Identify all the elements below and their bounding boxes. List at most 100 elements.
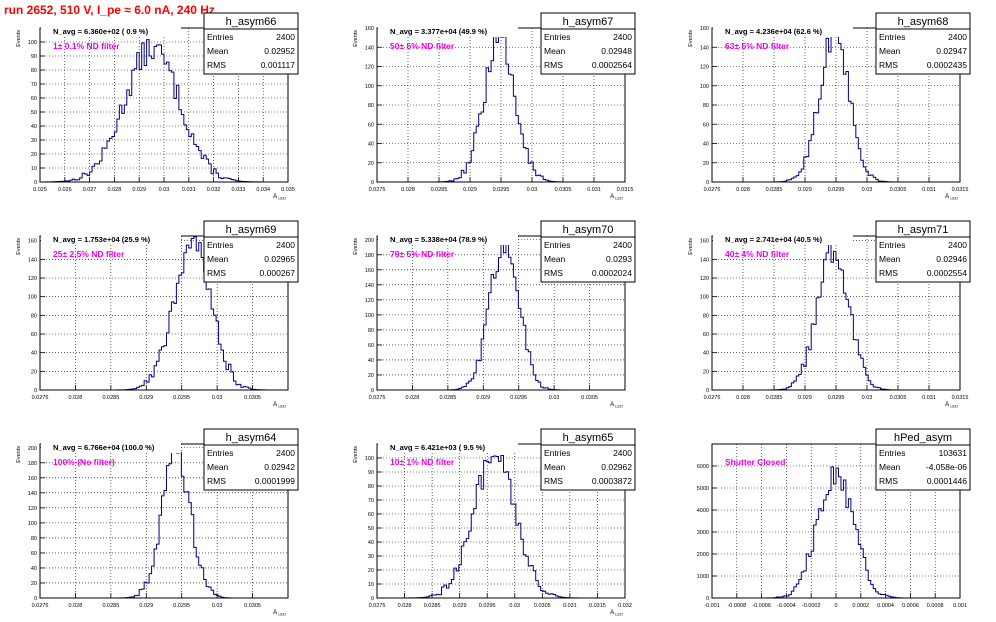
x-tick-label: 0.03 [862, 395, 873, 401]
y-tick-label: 40 [368, 540, 374, 546]
y-axis-label: Events [16, 238, 22, 255]
stats-box [540, 12, 636, 75]
panel-h-asym67: 0.0275 0.028 0.0285 0.029 0.0295 0.03 0.0305 0.… [353, 12, 636, 201]
stats-key: Entries [207, 32, 233, 42]
x-tick-label: 0.029 [139, 603, 153, 609]
y-tick-label: 30 [368, 554, 374, 560]
y-tick-label: 0 [34, 596, 37, 602]
y-tick-label: 0 [34, 180, 37, 186]
stats-value: 0.0002435 [927, 60, 967, 70]
x-tick-label: 0.0285 [102, 395, 119, 401]
y-tick-label: 0 [34, 388, 37, 394]
x-tick-label: 0 [834, 603, 837, 609]
x-tick-label: 0.0275 [369, 603, 386, 609]
y-tick-label: 70 [368, 498, 374, 504]
stats-key: Mean [879, 462, 901, 472]
y-tick-label: 140 [365, 283, 374, 289]
y-tick-label: 2000 [697, 552, 709, 558]
y-tick-label: 20 [31, 369, 37, 375]
x-tick-label: 0.03 [212, 603, 223, 609]
y-tick-label: 0 [706, 596, 709, 602]
y-tick-label: 120 [365, 65, 374, 71]
x-tick-label: 0.0285 [102, 603, 119, 609]
panel-h-asym70: 0.0275 0.028 0.0285 0.029 0.0295 0.03 0.0305 0 2… [353, 220, 636, 409]
x-tick-label: 0.0275 [704, 395, 721, 401]
y-tick-label: 40 [703, 142, 709, 148]
stats-value: 2400 [613, 240, 632, 250]
y-tick-label: 4000 [697, 508, 709, 514]
x-tick-label: -0.0002 [802, 603, 821, 609]
y-tick-label: 40 [703, 351, 709, 357]
y-tick-label: 20 [31, 581, 37, 587]
x-axis-label: A LED [273, 610, 286, 617]
stats-key: RMS [207, 476, 226, 486]
stats-value: -4.058e-06 [926, 462, 967, 472]
stats-value: 0.0003872 [592, 476, 632, 486]
x-tick-label: 0.0305 [890, 395, 907, 401]
y-tick-label: 180 [365, 253, 374, 259]
x-tick-label: 0.031 [922, 187, 936, 193]
x-tick-label: 0.027 [83, 187, 97, 193]
stats-value: 0.02952 [264, 46, 295, 56]
y-tick-label: 20 [703, 161, 709, 167]
stats-key: RMS [879, 268, 898, 278]
y-tick-label: 160 [365, 26, 374, 32]
x-tick-label: 0.0006 [902, 603, 919, 609]
y-tick-label: 60 [31, 332, 37, 338]
x-tick-label: 0.0295 [510, 395, 527, 401]
stats-value: 2400 [276, 448, 295, 458]
stats-value: 0.0001999 [255, 476, 295, 486]
stats-title: h_asym71 [898, 224, 949, 236]
y-tick-label: 160 [700, 239, 709, 245]
y-tick-label: 200 [28, 446, 37, 452]
y-tick-label: 60 [31, 551, 37, 557]
navg-label: N_avg = 3.377e+04 (49.9 %) [390, 27, 488, 36]
x-tick-label: 0.0295 [828, 187, 845, 193]
y-tick-label: 20 [703, 369, 709, 375]
stats-value: 0.0002564 [592, 60, 632, 70]
filter-label: 79± 5% ND filter [390, 249, 455, 259]
y-tick-label: 100 [28, 295, 37, 301]
stats-value: 2400 [613, 32, 632, 42]
x-tick-label: -0.0006 [752, 603, 771, 609]
x-axis-label: A LED [945, 194, 958, 201]
histogram-series [39, 39, 288, 183]
y-tick-label: 20 [368, 373, 374, 379]
y-tick-label: 100 [365, 313, 374, 319]
stats-key: RMS [207, 60, 226, 70]
y-tick-label: 160 [28, 476, 37, 482]
x-tick-label: 0.029 [139, 395, 153, 401]
navg-box [713, 26, 853, 37]
y-tick-label: 200 [365, 238, 374, 244]
x-tick-label: 0.029 [463, 187, 477, 193]
y-tick-label: 70 [31, 82, 37, 88]
x-tick-label: 0.0315 [589, 603, 606, 609]
x-tick-label: 0.0295 [493, 187, 510, 193]
y-tick-label: 100 [365, 84, 374, 90]
x-tick-label: 0.034 [256, 187, 270, 193]
stats-title: h_asym69 [226, 224, 277, 236]
stats-value: 0.02948 [601, 46, 632, 56]
stats-key: Entries [544, 448, 570, 458]
panel-h-asym64: 0.0275 0.028 0.0285 0.029 0.0295 0.03 0.0305 0 2… [16, 428, 299, 617]
stats-value: 0.000267 [260, 268, 296, 278]
y-tick-label: 0 [706, 180, 709, 186]
y-tick-label: 80 [31, 313, 37, 319]
panel-h-asym69: 0.0275 0.028 0.0285 0.029 0.0295 0.03 0.0305 0 2… [16, 220, 299, 409]
y-tick-label: 90 [31, 54, 37, 60]
y-tick-label: 50 [368, 526, 374, 532]
y-tick-label: 100 [700, 84, 709, 90]
y-tick-label: 140 [365, 45, 374, 51]
stats-value: 0.02947 [936, 46, 967, 56]
stats-box [875, 220, 971, 283]
stats-key: RMS [544, 476, 563, 486]
y-tick-label: 40 [31, 566, 37, 572]
navg-label: N_avg = 6.421e+03 ( 9.5 %) [390, 443, 486, 452]
y-tick-label: 80 [368, 103, 374, 109]
stats-value: 2400 [276, 240, 295, 250]
stats-value: 2400 [948, 240, 967, 250]
y-tick-label: 60 [368, 343, 374, 349]
stats-value: 2400 [276, 32, 295, 42]
stats-title: h_asym65 [563, 432, 614, 444]
x-tick-label: 0.031 [922, 395, 936, 401]
